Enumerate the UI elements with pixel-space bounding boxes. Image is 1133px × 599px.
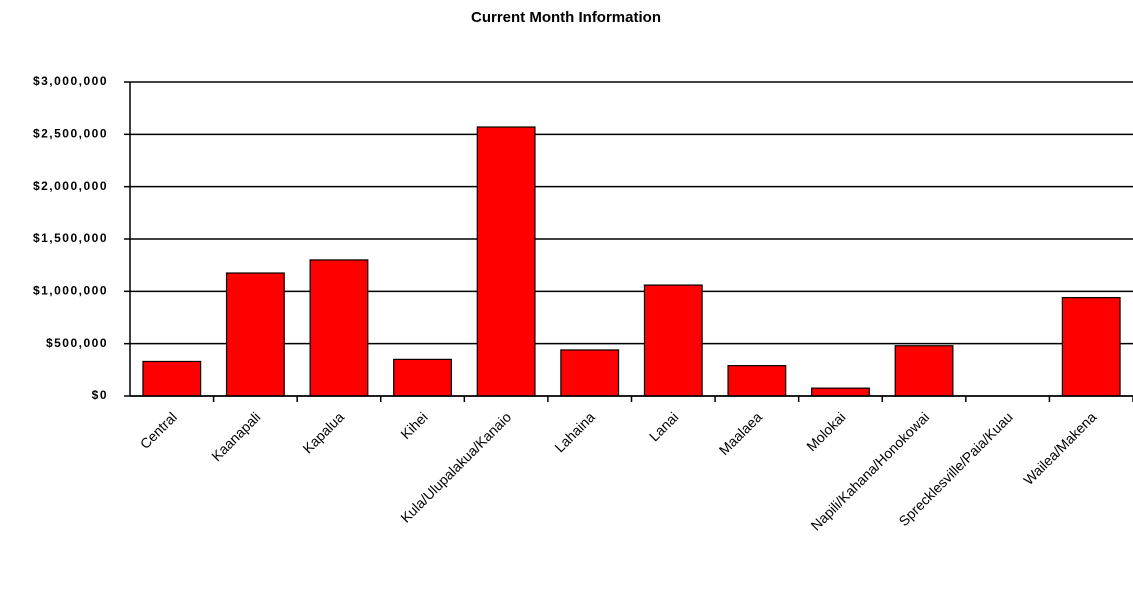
- x-tick-label: Wailea/Makena: [1020, 409, 1099, 488]
- x-tick-label: Central: [137, 409, 180, 452]
- bar: [560, 349, 620, 397]
- x-tick-label: Maalaea: [716, 409, 765, 458]
- y-tick-label: $3,000,000: [33, 74, 108, 88]
- bar: [142, 360, 202, 397]
- bar: [393, 358, 452, 397]
- bar: [476, 126, 536, 397]
- bar: [643, 284, 703, 397]
- chart-title: Current Month Information: [471, 9, 661, 26]
- bar: [309, 259, 369, 397]
- y-tick-label: $1,500,000: [33, 231, 108, 245]
- bar: [894, 345, 954, 397]
- bar: [727, 365, 787, 397]
- x-tick-label: Kihei: [397, 409, 430, 442]
- bar: [225, 272, 285, 397]
- y-tick-label: $500,000: [46, 336, 108, 350]
- x-tick-label: Kaanapali: [208, 409, 263, 464]
- x-tick-label: Kapalua: [299, 409, 347, 457]
- y-tick-label: $1,000,000: [33, 284, 108, 298]
- y-tick-label: $2,000,000: [33, 179, 108, 193]
- bar: [811, 387, 870, 397]
- y-tick-label: $0: [92, 388, 108, 402]
- bar: [1061, 297, 1121, 397]
- x-tick-label: Lahaina: [551, 409, 598, 456]
- x-tick-label: Molokai: [803, 409, 848, 454]
- x-tick-label: Lanai: [646, 409, 682, 445]
- y-tick-label: $2,500,000: [33, 127, 108, 141]
